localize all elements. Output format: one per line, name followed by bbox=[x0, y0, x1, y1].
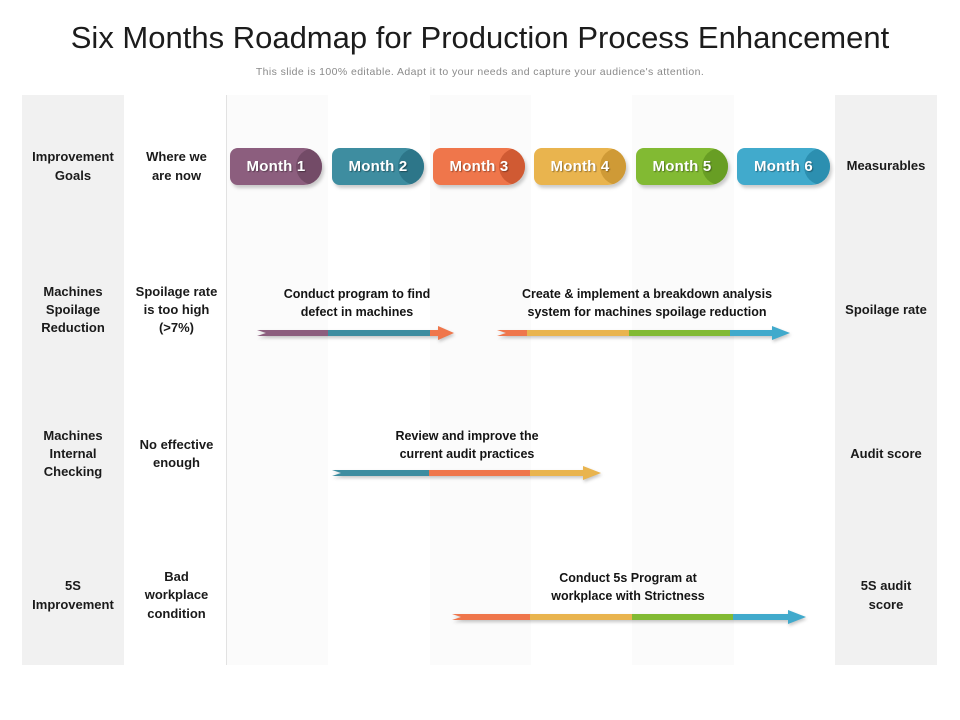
month-5-column-bg bbox=[632, 95, 734, 665]
activity-arrow-5s-program bbox=[452, 610, 806, 624]
arrow-segment-month1 bbox=[257, 330, 328, 336]
row-goal-machines-spoilage: Machines Spoilage Reduction bbox=[41, 283, 105, 336]
arrow-head-icon bbox=[583, 466, 601, 480]
arrow-head-icon bbox=[788, 610, 806, 624]
row-goal-5s-improvement: 5S Improvement bbox=[32, 578, 114, 612]
activity-caption-audit-practices: Review and improve the current audit pra… bbox=[395, 429, 539, 462]
goals-column-header: Improvement Goals bbox=[32, 149, 114, 183]
arrow-segment-month6 bbox=[730, 330, 772, 336]
activity-caption-find-defects: Conduct program to find defect in machin… bbox=[283, 287, 431, 320]
activity-arrow-find-defects bbox=[257, 326, 454, 340]
month-3-column-bg bbox=[430, 95, 531, 665]
month-2-chevron-cap bbox=[398, 148, 424, 185]
month-3-chevron-cap bbox=[499, 148, 525, 185]
column-separator bbox=[226, 95, 227, 665]
month-1-label: Month 1 bbox=[246, 158, 306, 175]
goals-column-bg bbox=[22, 95, 124, 665]
month-1-column-bg bbox=[227, 95, 328, 665]
row-now-5s-improvement: Bad workplace condition bbox=[144, 569, 209, 621]
arrow-segment-month5 bbox=[632, 614, 733, 620]
arrow-segment-month4 bbox=[530, 614, 632, 620]
arrow-segment-month3 bbox=[497, 330, 527, 336]
month-5-chevron: Month 5 bbox=[636, 148, 728, 185]
month-5-chevron-cap bbox=[702, 148, 728, 185]
month-4-label: Month 4 bbox=[550, 158, 610, 175]
row-measurable-spoilage-rate: Spoilage rate bbox=[845, 301, 927, 317]
arrow-segment-month3 bbox=[430, 330, 438, 336]
month-2-label: Month 2 bbox=[348, 158, 408, 175]
activity-arrow-breakdown-analysis bbox=[497, 326, 790, 340]
measurables-column-bg bbox=[835, 95, 937, 665]
month-2-chevron: Month 2 bbox=[332, 148, 424, 185]
arrow-head-icon bbox=[438, 326, 454, 340]
arrow-segment-month2 bbox=[332, 470, 429, 476]
month-1-chevron-cap bbox=[296, 148, 322, 185]
month-4-chevron-cap bbox=[600, 148, 626, 185]
month-3-chevron: Month 3 bbox=[433, 148, 525, 185]
activity-caption-5s-program: Conduct 5s Program at workplace with Str… bbox=[551, 571, 705, 604]
month-6-label: Month 6 bbox=[754, 158, 813, 175]
month-1-chevron: Month 1 bbox=[230, 148, 322, 185]
roadmap-table: Improvement Goals Where we are now Measu… bbox=[22, 95, 937, 665]
page-subtitle: This slide is 100% editable. Adapt it to… bbox=[255, 66, 705, 78]
month-3-label: Month 3 bbox=[449, 158, 509, 175]
arrow-segment-month5 bbox=[629, 330, 730, 336]
month-4-chevron: Month 4 bbox=[534, 148, 626, 185]
arrow-segment-month2 bbox=[328, 330, 430, 336]
row-now-machines-spoilage: Spoilage rate is too high (>7%) bbox=[135, 283, 218, 336]
month-5-label: Month 5 bbox=[652, 158, 712, 175]
row-measurable-5s-audit-score: 5S audit score bbox=[860, 578, 912, 612]
arrow-segment-month4 bbox=[530, 470, 583, 476]
now-column-header: Where we are now bbox=[146, 149, 207, 183]
arrow-segment-month3 bbox=[429, 470, 530, 476]
page-title: Six Months Roadmap for Production Proces… bbox=[70, 20, 890, 55]
arrow-head-icon bbox=[772, 326, 790, 340]
activity-arrow-audit-practices bbox=[332, 466, 601, 480]
row-goal-internal-checking: Machines Internal Checking bbox=[43, 427, 103, 480]
arrow-segment-month4 bbox=[527, 330, 629, 336]
row-now-internal-checking: No effective enough bbox=[139, 436, 214, 470]
month-6-chevron: Month 6 bbox=[737, 148, 830, 185]
arrow-segment-month3 bbox=[452, 614, 530, 620]
row-measurable-audit-score: Audit score bbox=[850, 445, 922, 461]
activity-caption-breakdown-analysis: Create & implement a breakdown analysis … bbox=[521, 287, 773, 320]
arrow-segment-month6 bbox=[733, 614, 788, 620]
month-6-chevron-cap bbox=[804, 148, 830, 185]
measurables-column-header: Measurables bbox=[846, 158, 926, 174]
